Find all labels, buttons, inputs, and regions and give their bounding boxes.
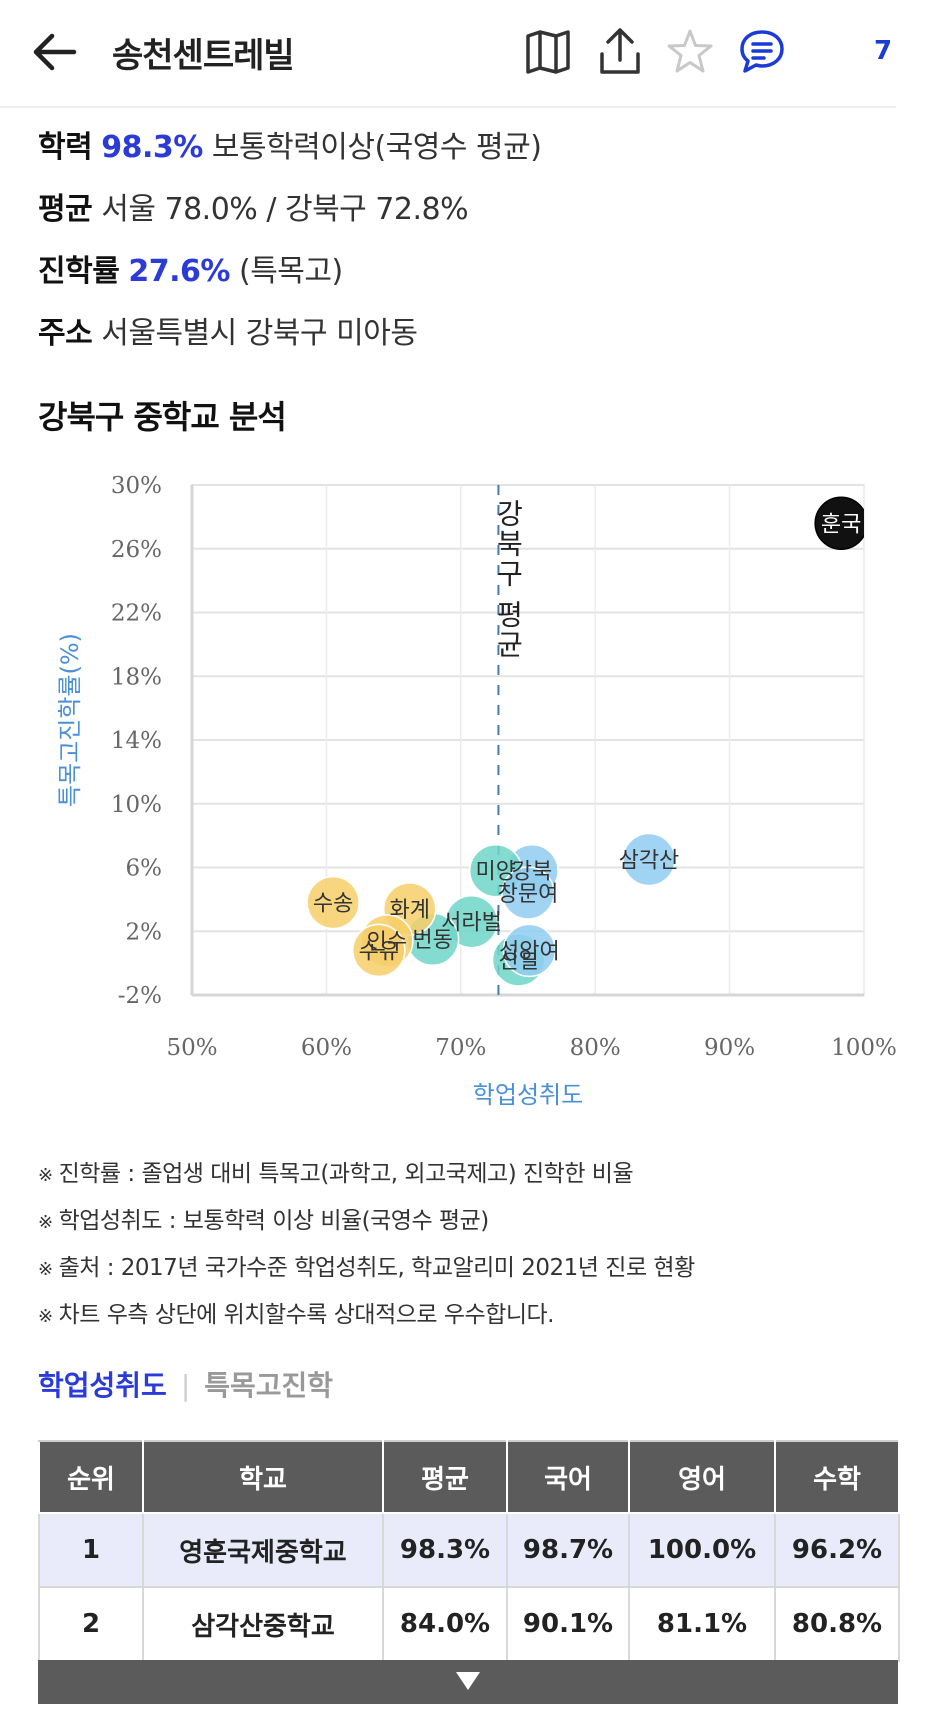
note-source: ※ 출처 : 2017년 국가수준 학업성취도, 학교알리미 2021년 진로 현… [38,1255,695,1281]
comment-icon[interactable] [734,24,790,80]
scatter-chart: 30% 26% 22% 18% 14% 10% 6% 2% -2%50% 60% 70% 80% 90%… [56,473,897,1109]
y-tick-label: 18% [111,664,162,690]
address-info: 주소 서울특별시 강북구 미아동 [38,308,418,352]
address-label: 주소 [38,316,93,351]
point-창문여[interactable] [501,866,555,920]
star-icon[interactable] [662,24,718,80]
y-tick-label: 6% [126,856,163,882]
point-label-인수: 인수 [367,930,407,955]
header-korean: 국어 [506,1440,630,1514]
tab-special-high-school[interactable]: 특목고진학 [204,1369,334,1402]
advancement-value: 27.6% [128,254,230,289]
cell-korean: 98.7% [506,1512,630,1588]
tab-academic-achievement[interactable]: 학업성취도 [38,1369,167,1402]
ranking-table: 순위 학교 평균 국어 영어 수학 1 영훈국제중학교 98.3% 98.7% … [38,1440,900,1662]
cell-school: 삼각산중학교 [142,1586,384,1662]
point-label-강북: 강북 [512,860,552,885]
x-tick-label: 60% [301,1035,352,1061]
cell-rank: 2 [38,1586,144,1662]
point-label-성암여: 성암여 [499,939,560,964]
section-title: 강북구 중학교 분석 [38,398,287,436]
point-label-신일: 신일 [498,949,538,974]
advancement-desc: (특목고) [238,254,343,289]
y-tick-label: -2% [118,983,162,1009]
average-value: 서울 78.0% / 강북구 72.8% [101,192,469,227]
point-label-영훈국제: 훈국 [821,512,861,537]
cell-rank: 1 [38,1512,144,1588]
table-header-row: 순위 학교 평균 국어 영어 수학 [38,1440,900,1514]
y-tick-label: 14% [111,728,162,754]
share-icon[interactable] [592,24,648,80]
note-advancement-rate: ※ 진학률 : 졸업생 대비 특목고(과학고, 외고국제고) 진학한 비율 [38,1161,634,1187]
x-tick-label: 50% [166,1035,217,1061]
y-tick-label: 26% [111,537,162,563]
address-value: 서울특별시 강북구 미아동 [101,316,418,351]
header-english: 영어 [628,1440,776,1514]
cell-average: 84.0% [382,1586,508,1662]
cell-english: 81.1% [628,1586,776,1662]
point-label-삼각산: 삼각산 [619,849,680,874]
table-row[interactable]: 2 삼각산중학교 84.0% 90.1% 81.1% 80.8% [38,1586,900,1662]
ranking-tabs: 학업성취도 | 특목고진학 [38,1364,333,1404]
cell-average: 98.3% [382,1512,508,1588]
academic-label: 학력 [38,130,93,165]
point-label-화계: 화계 [389,898,429,923]
average-reference-label: 강북구 평균 [492,499,525,660]
x-axis-title: 학업성취도 [473,1081,583,1109]
note-chart-hint: ※ 차트 우측 상단에 위치할수록 상대적으로 우수합니다. [38,1302,554,1328]
academic-desc: 보통학력이상(국영수 평균) [211,130,542,165]
table-row[interactable]: 1 영훈국제중학교 98.3% 98.7% 100.0% 96.2% [38,1512,900,1588]
map-icon[interactable] [520,24,576,80]
comment-count[interactable]: 7 [874,36,893,66]
cell-school: 영훈국제중학교 [142,1512,384,1588]
x-tick-label: 100% [831,1035,897,1061]
tab-separator: | [180,1369,191,1402]
point-label-서라벌: 서라벌 [441,911,502,936]
point-label-수송: 수송 [313,892,353,917]
expand-table-button[interactable] [38,1660,898,1704]
x-tick-label: 80% [570,1035,621,1061]
header-rank: 순위 [38,1440,144,1514]
point-label-수유: 수유 [359,939,399,964]
y-axis-title: 특목고진학률(%) [56,633,84,807]
cell-math: 96.2% [774,1512,900,1588]
average-label: 평균 [38,192,93,227]
academic-value: 98.3% [101,130,203,165]
point-label-번동: 번동 [412,928,452,953]
point-성암여[interactable] [502,923,557,978]
x-tick-label: 70% [435,1035,486,1061]
cell-english: 100.0% [628,1512,776,1588]
y-tick-label: 10% [111,792,162,818]
point-영훈국제[interactable] [814,496,867,550]
header-average: 평균 [382,1440,508,1514]
back-arrow-icon[interactable] [30,30,86,74]
y-tick-label: 22% [111,601,162,627]
point-삼각산[interactable] [622,832,676,887]
header-math: 수학 [774,1440,900,1514]
cell-math: 80.8% [774,1586,900,1662]
advancement-label: 진학률 [38,254,120,289]
chevron-down-icon [456,1672,480,1690]
point-수송[interactable] [306,875,360,930]
point-label-미양: 미양 [476,860,516,885]
x-tick-label: 90% [704,1035,755,1061]
page-title: 송천센트레빌 [112,36,295,76]
advancement-info: 진학률 27.6% (특목고) [38,246,343,290]
point-label-창문여: 창문여 [498,882,559,907]
app-header: 송천센트레빌 7 [0,0,896,108]
note-academic-achievement: ※ 학업성취도 : 보통학력 이상 비율(국영수 평균) [38,1208,489,1234]
cell-korean: 90.1% [506,1586,630,1662]
average-info: 평균 서울 78.0% / 강북구 72.8% [38,184,469,228]
point-수유[interactable] [352,923,406,978]
y-tick-label: 30% [111,473,162,499]
academic-info: 학력 98.3% 보통학력이상(국영수 평균) [38,122,542,166]
y-tick-label: 2% [126,919,163,945]
header-school: 학교 [142,1440,384,1514]
